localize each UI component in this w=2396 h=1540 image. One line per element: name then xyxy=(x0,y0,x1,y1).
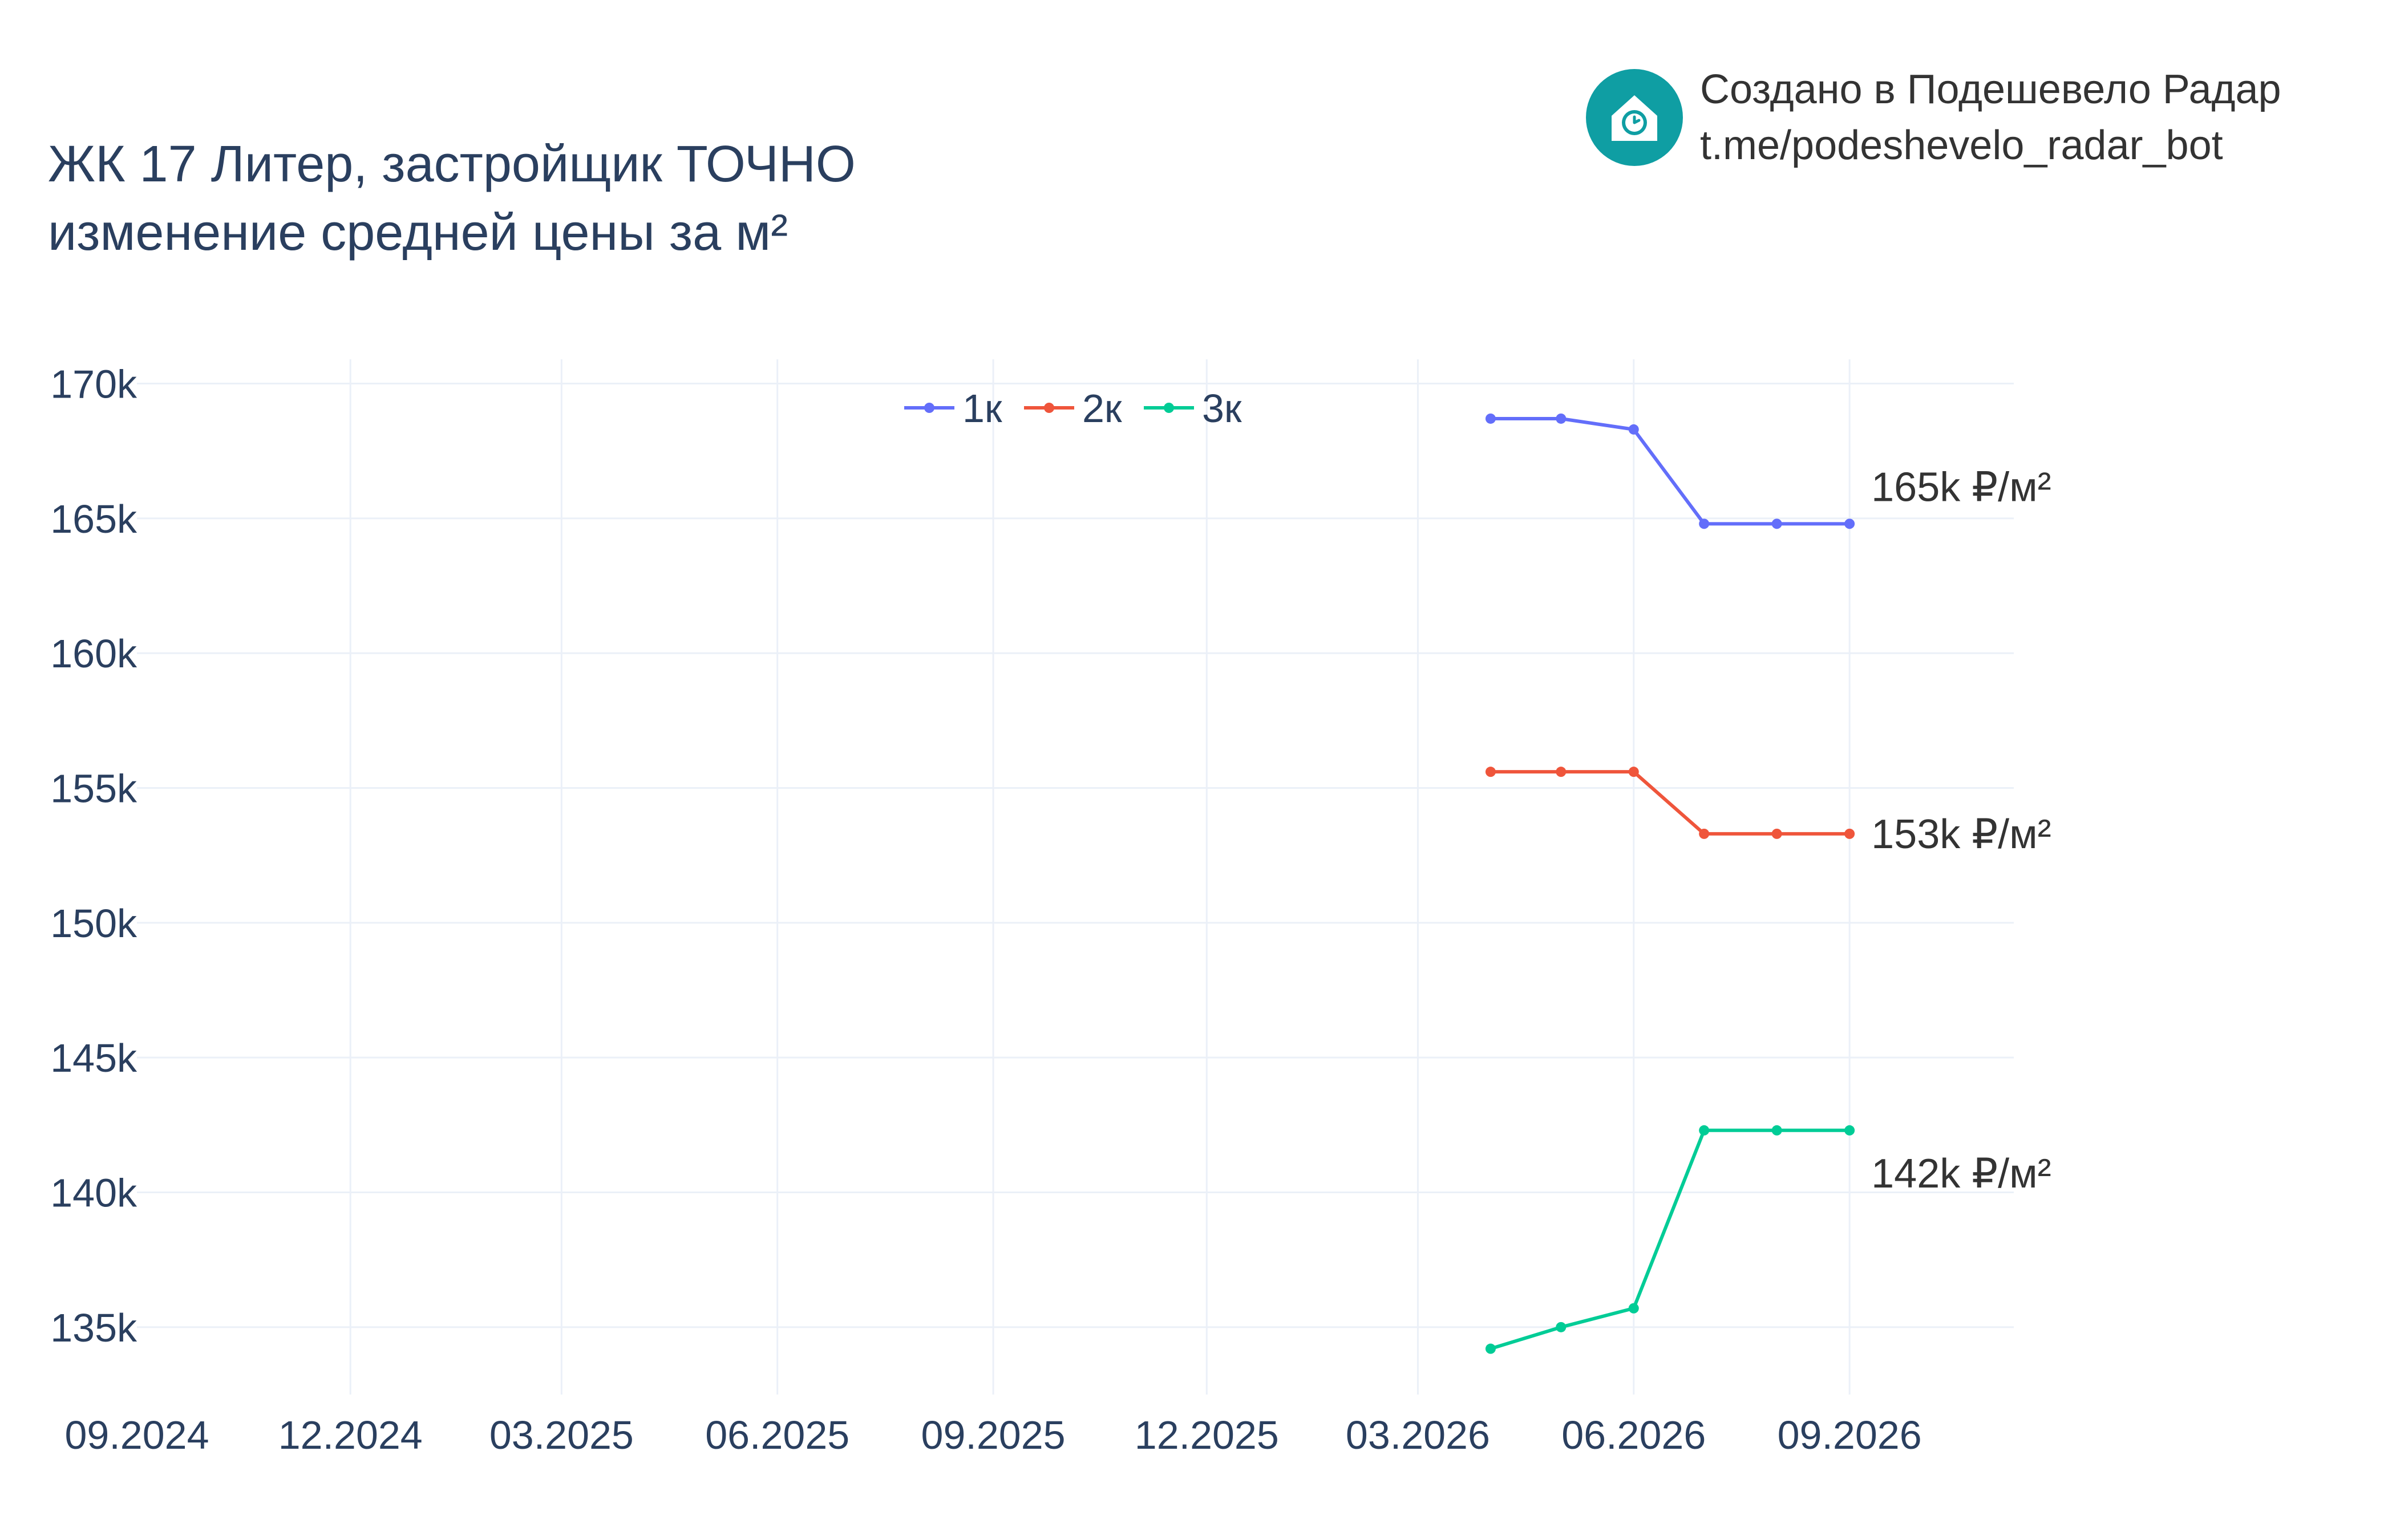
chart-title-line-2: изменение средней цены за м² xyxy=(48,204,788,261)
x-tick-label: 09.2025 xyxy=(921,1413,1066,1457)
y-tick-label: 160k xyxy=(50,631,137,676)
legend-swatch-marker xyxy=(1164,403,1174,413)
x-tick-label: 12.2025 xyxy=(1135,1413,1279,1457)
y-axis-ticks: 135k 140k 145k 150k 155k 160k 165k 170k xyxy=(50,362,137,1350)
data-point xyxy=(1771,518,1782,529)
series-line xyxy=(1490,416,1850,526)
data-point xyxy=(1556,1322,1567,1332)
grid-lines xyxy=(137,359,2014,1395)
series-lines xyxy=(1485,413,1855,1354)
data-point xyxy=(1771,1125,1782,1136)
legend-swatch-marker xyxy=(1044,403,1054,413)
branding-line-1: Создано в Подешевело Радар xyxy=(1700,67,2281,112)
house-clock-icon xyxy=(1586,69,1683,166)
x-tick-label: 03.2026 xyxy=(1346,1413,1490,1457)
series-line xyxy=(1490,1128,1850,1351)
data-point xyxy=(1556,767,1567,777)
x-tick-label: 09.2024 xyxy=(64,1413,209,1457)
y-tick-label: 150k xyxy=(50,901,137,946)
x-tick-label: 03.2025 xyxy=(489,1413,634,1457)
branding-line-2: t.me/podeshevelo_radar_bot xyxy=(1700,123,2223,168)
x-axis-ticks: 09.2024 12.2024 03.2025 06.2025 09.2025 12.20… xyxy=(64,1413,1921,1457)
data-point xyxy=(1844,518,1855,529)
data-point xyxy=(1699,1125,1710,1136)
y-tick-label: 165k xyxy=(50,497,137,541)
series-end-labels: 165k ₽/м² 153k ₽/м² 142k ₽/м² xyxy=(1871,464,2051,1196)
data-point xyxy=(1628,1303,1639,1314)
x-tick-label: 06.2026 xyxy=(1561,1413,1706,1457)
x-tick-label: 12.2024 xyxy=(278,1413,423,1457)
y-tick-label: 170k xyxy=(50,362,137,407)
series-line xyxy=(1490,770,1850,836)
data-point xyxy=(1485,1343,1496,1354)
chart-title: ЖК 17 Литер, застройщик ТОЧНО изменение … xyxy=(48,130,856,267)
data-point xyxy=(1628,767,1639,777)
legend-swatch-marker xyxy=(924,403,934,413)
data-point xyxy=(1485,767,1496,777)
data-point xyxy=(1699,518,1710,529)
data-point xyxy=(1556,413,1567,424)
y-tick-label: 145k xyxy=(50,1036,137,1080)
y-tick-label: 155k xyxy=(50,767,137,811)
x-tick-label: 06.2025 xyxy=(705,1413,849,1457)
y-tick-label: 140k xyxy=(50,1171,137,1215)
data-point xyxy=(1699,828,1710,839)
x-tick-label: 09.2026 xyxy=(1778,1413,1922,1457)
legend: 1к 2к 3к xyxy=(904,386,1242,431)
series-end-label: 153k ₽/м² xyxy=(1871,812,2051,857)
legend-label: 1к xyxy=(962,386,1002,431)
data-point xyxy=(1844,1125,1855,1136)
legend-label: 2к xyxy=(1082,386,1122,431)
series-end-label: 165k ₽/м² xyxy=(1871,464,2051,510)
data-point xyxy=(1771,828,1782,839)
series-end-label: 142k ₽/м² xyxy=(1871,1151,2051,1197)
data-point xyxy=(1628,424,1639,435)
branding-block: Создано в Подешевело Радар t.me/podeshev… xyxy=(1586,62,2281,173)
y-tick-label: 135k xyxy=(50,1306,137,1350)
data-point xyxy=(1485,413,1496,424)
legend-label: 3к xyxy=(1202,386,1242,431)
chart-title-line-1: ЖК 17 Литер, застройщик ТОЧНО xyxy=(48,136,856,193)
data-point xyxy=(1844,828,1855,839)
